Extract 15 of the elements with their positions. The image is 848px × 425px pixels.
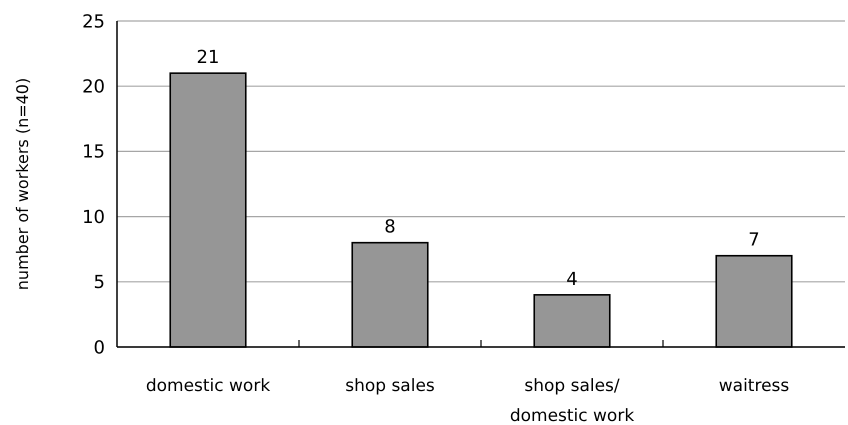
y-tick-label: 20 xyxy=(82,76,105,98)
x-tick-label: shop sales xyxy=(345,376,435,396)
data-label: 4 xyxy=(566,268,578,290)
x-tick-label: domestic work xyxy=(146,376,270,396)
data-label: 8 xyxy=(384,216,396,238)
y-tick-label: 25 xyxy=(82,11,105,32)
y-tick-label: 10 xyxy=(82,206,105,228)
y-axis-title: number of workers (n=40) xyxy=(13,78,32,290)
x-tick-label: shop sales/ domestic work xyxy=(510,376,634,425)
data-label: 21 xyxy=(196,47,220,68)
x-tick-label: waitress xyxy=(718,376,790,396)
y-tick-label: 5 xyxy=(94,272,105,294)
y-tick-label: 0 xyxy=(94,337,105,358)
y-tick-label: 15 xyxy=(82,142,105,163)
data-label: 7 xyxy=(748,230,760,251)
